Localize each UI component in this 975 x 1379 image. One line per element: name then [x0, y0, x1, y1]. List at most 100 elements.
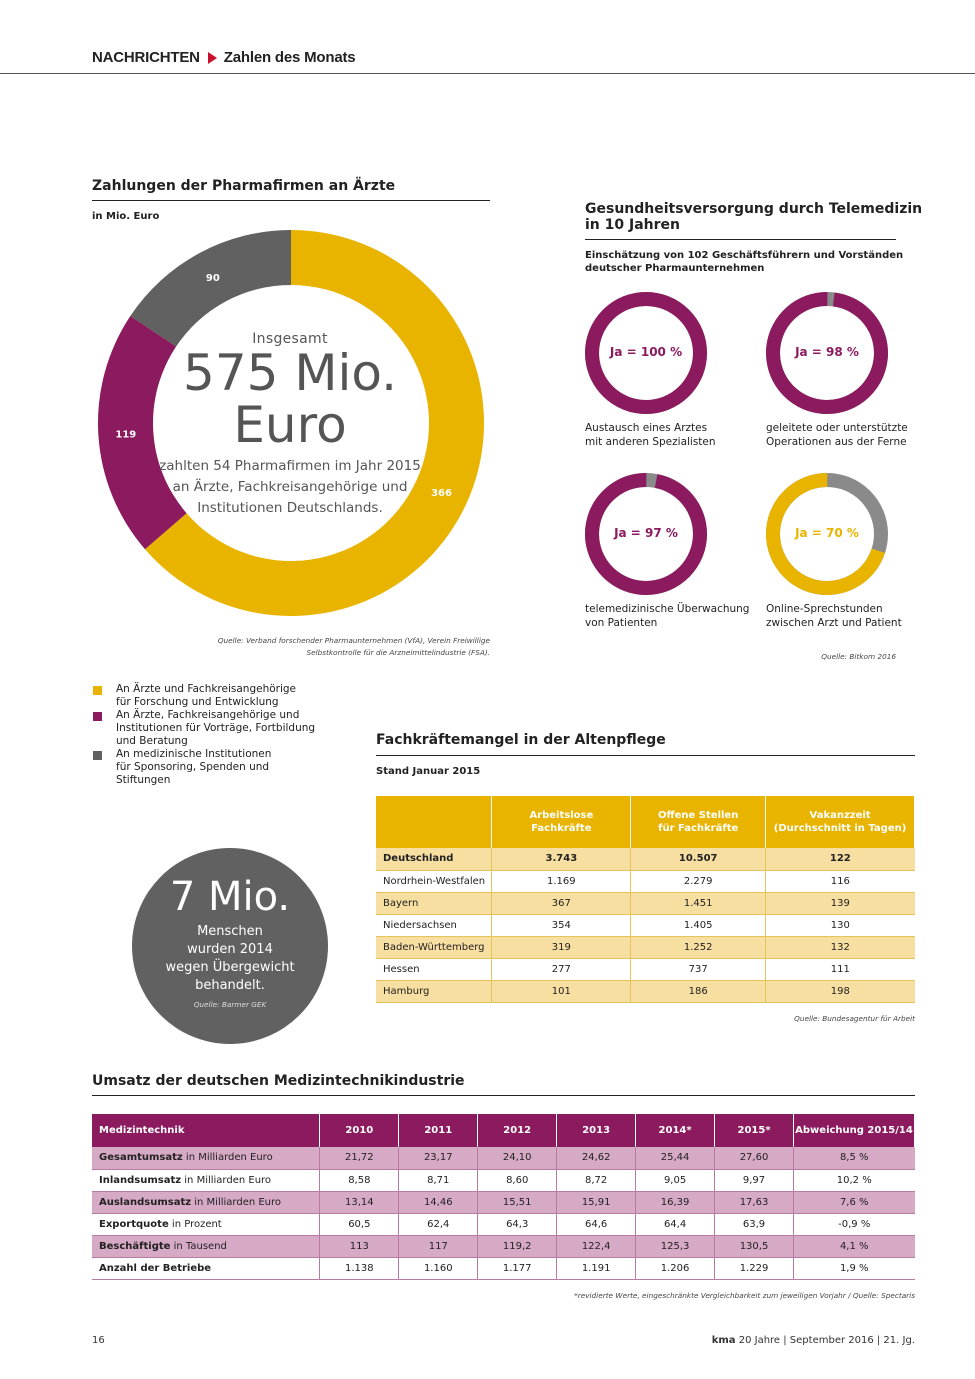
- row-label-bold: Exportquote: [99, 1218, 169, 1230]
- care-column-header: [376, 796, 493, 848]
- table-cell: 15,91: [556, 1191, 637, 1214]
- medtech-table: Medizintechnik 2010 2011 2012 2013 2014* 2015*…: [92, 1114, 916, 1280]
- table-cell: 8,60: [477, 1169, 558, 1192]
- table-row: Deutschland 3.743 10.507 122: [376, 848, 915, 871]
- donut-slice: [130, 230, 291, 347]
- topic-label: Zahlen des Monats: [223, 49, 356, 66]
- donut-center-top: Insgesamt: [252, 331, 328, 347]
- ring-description-line: von Patienten: [585, 616, 658, 629]
- obesity-line-4: behandelt.: [195, 978, 265, 993]
- table-cell: 101: [491, 980, 632, 1003]
- table-cell: 1.177: [477, 1257, 558, 1280]
- care-sub: Stand Januar 2015: [376, 766, 481, 777]
- table-row: Nordrhein-Westfalen 1.169 2.279 116: [376, 870, 915, 893]
- row-label-unit: in Tausend: [170, 1240, 227, 1252]
- footer-info: kma 20 Jahre | September 2016 | 21. Jg.: [600, 1335, 915, 1346]
- table-cell: 64,4: [635, 1213, 716, 1236]
- brand-logo: kma: [711, 1335, 736, 1346]
- table-row: Inlandsumsatz in Milliarden Euro 8,58 8,71…: [92, 1169, 915, 1192]
- row-label: Exportquote in Prozent: [92, 1213, 321, 1236]
- care-column-header: Vakanzzeit (Durchschnitt in Tagen): [765, 796, 915, 848]
- telemed-ring-chart: [585, 473, 707, 595]
- table-cell: 125,3: [635, 1235, 716, 1258]
- table-cell: 27,60: [714, 1147, 794, 1170]
- table-row: Exportquote in Prozent 60,5 62,4 64,3 64,6 64…: [92, 1213, 915, 1236]
- table-cell: 62,4: [398, 1213, 479, 1236]
- table-cell: -0,9 %: [793, 1213, 915, 1236]
- table-cell: 277: [491, 958, 632, 981]
- donut-value-label: 366: [431, 488, 452, 499]
- table-cell: 113: [319, 1235, 400, 1258]
- medtech-column-header: Medizintechnik: [92, 1114, 321, 1147]
- donut-value-label: 119: [115, 429, 136, 440]
- ring-description: Austausch eines Arztes mit anderen Spezia…: [585, 422, 716, 449]
- footer-text: 20 Jahre | September 2016 | 21. Jg.: [738, 1335, 915, 1346]
- obesity-text: Menschen wurden 2014 wegen Übergewicht b…: [132, 923, 328, 995]
- table-row: Auslandsumsatz in Milliarden Euro 13,14 14…: [92, 1191, 915, 1214]
- row-label: Gesamtumsatz in Milliarden Euro: [92, 1147, 321, 1170]
- medtech-column-header: 2012: [477, 1114, 558, 1147]
- table-cell: 119,2: [477, 1235, 558, 1258]
- table-cell: 122: [765, 848, 915, 871]
- table-row: Hamburg 101 186 198: [376, 980, 915, 1003]
- header-divider: [0, 73, 975, 74]
- table-cell: Nordrhein-Westfalen: [376, 870, 493, 893]
- table-cell: 15,51: [477, 1191, 558, 1214]
- table-cell: 1.160: [398, 1257, 479, 1280]
- table-cell: 1.169: [491, 870, 632, 893]
- table-cell: 1,9 %: [793, 1257, 915, 1280]
- legend-item: An Ärzte, Fachkreisangehörige und Instit…: [93, 709, 315, 748]
- row-label: Anzahl der Betriebe: [92, 1257, 321, 1280]
- ring-description-line: geleitete oder unterstützte: [766, 422, 908, 434]
- table-cell: 64,3: [477, 1213, 558, 1236]
- telemed-sub: Einschätzung von 102 Geschäftsführern un…: [585, 249, 903, 275]
- table-cell: 4,1 %: [793, 1235, 915, 1258]
- row-label-bold: Beschäftigte: [99, 1240, 171, 1252]
- payments-source-line-2: Selbstkontrolle für die Arzneimittelindu…: [306, 648, 490, 657]
- care-table: Arbeitslose Fachkräfte Offene Stellen für…: [376, 796, 915, 1003]
- obesity-line-3: wegen Übergewicht: [165, 960, 295, 975]
- telemed-ring-chart: [766, 292, 888, 414]
- telemed-source: Quelle: Bitkom 2016: [821, 652, 896, 661]
- table-cell: 1.206: [635, 1257, 716, 1280]
- table-cell: 7,6 %: [793, 1191, 915, 1214]
- obesity-line-2: wurden 2014: [187, 942, 273, 957]
- payments-source: Quelle: Verband forschender Pharmauntern…: [150, 635, 490, 659]
- table-cell: 117: [398, 1235, 479, 1258]
- table-cell: 23,17: [398, 1147, 479, 1170]
- table-cell: 24,10: [477, 1147, 558, 1170]
- payments-source-line-1: Quelle: Verband forschender Pharmauntern…: [217, 636, 490, 645]
- legend-swatch: [93, 751, 102, 760]
- ring-value-label: Ja = 98 %: [795, 345, 859, 359]
- obesity-big-number: 7 Mio.: [169, 874, 291, 920]
- donut-slice: [145, 230, 485, 617]
- table-cell: 1.451: [630, 892, 767, 915]
- table-cell: 1.252: [630, 936, 767, 959]
- care-title: Fachkräftemangel in der Altenpflege: [376, 732, 666, 748]
- donut-center-desc: zahlten 54 Pharmafirmen im Jahr 2015 an …: [130, 456, 450, 519]
- ring-value-arc: [766, 292, 888, 414]
- ring-description: telemedizinische Überwachung von Patiente…: [585, 603, 749, 630]
- ring-value-label: Ja = 97 %: [614, 526, 678, 540]
- row-label-bold: Gesamtumsatz: [99, 1152, 183, 1164]
- table-row: Beschäftigte in Tausend 113 117 119,2 122,4 1…: [92, 1235, 915, 1258]
- table-cell: 3.743: [491, 848, 632, 871]
- table-cell: Hamburg: [376, 980, 493, 1003]
- ring-description: geleitete oder unterstützte Operationen a…: [766, 422, 908, 449]
- table-cell: 186: [630, 980, 767, 1003]
- table-cell: 354: [491, 914, 632, 937]
- telemed-title-line-1: Gesundheitsversorgung durch Telemedizin: [585, 201, 923, 217]
- table-cell: 132: [765, 936, 915, 959]
- table-cell: 8,72: [556, 1169, 637, 1192]
- table-row: Niedersachsen 354 1.405 130: [376, 914, 915, 937]
- ring-description-line: Austausch eines Arztes: [585, 422, 708, 434]
- table-cell: 1.138: [319, 1257, 400, 1280]
- care-source: Quelle: Bundesagentur für Arbeit: [794, 1014, 915, 1023]
- table-cell: Deutschland: [376, 848, 493, 871]
- donut-center-big-1: 575 Mio.: [183, 344, 397, 402]
- medtech-title: Umsatz der deutschen Medizintechnikindus…: [92, 1073, 465, 1089]
- legend-label: An medizinische Institutionen für Sponso…: [116, 748, 272, 786]
- table-cell: 63,9: [714, 1213, 794, 1236]
- table-cell: 13,14: [319, 1191, 400, 1214]
- ring-description-line: Online-Sprechstunden: [766, 603, 883, 615]
